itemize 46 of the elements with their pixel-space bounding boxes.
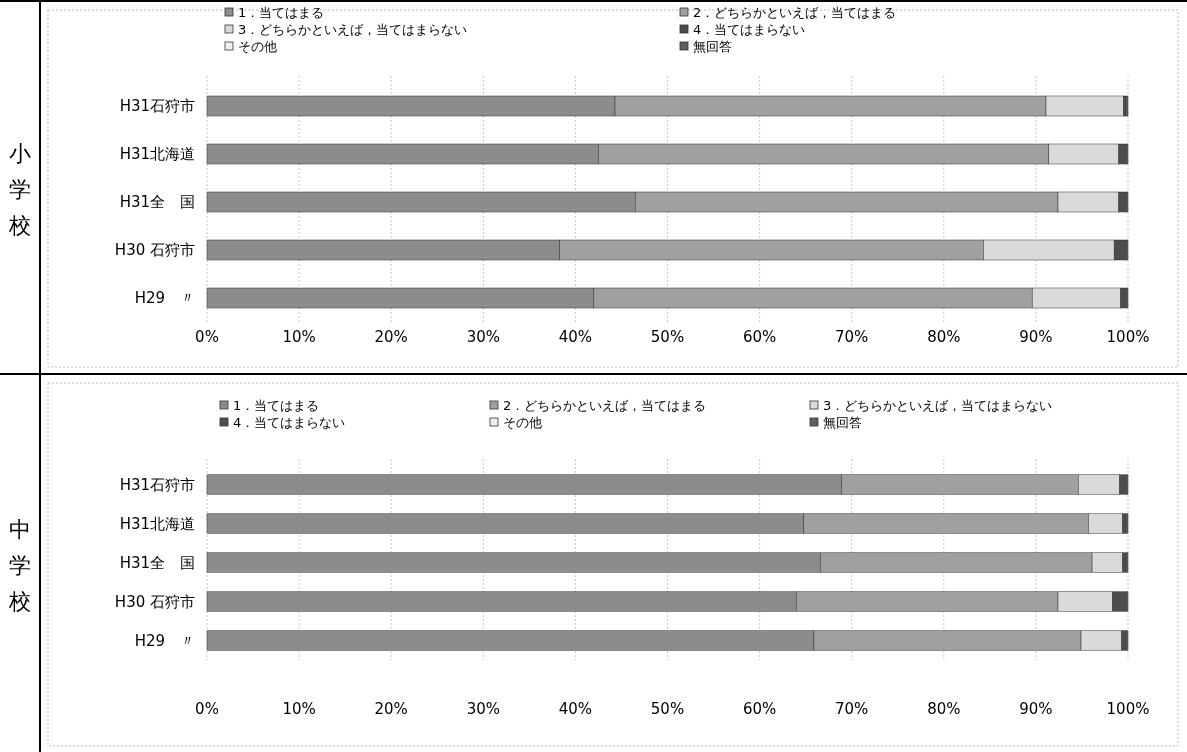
x-tick-label: 60% — [742, 328, 777, 346]
text: 小学校 — [8, 140, 31, 238]
x-tick-label: 90% — [1019, 328, 1053, 346]
x-tick-label: 70% — [835, 700, 869, 718]
legend-label: 4．当てはまらない — [233, 415, 346, 430]
x-tick-label: 10% — [282, 700, 316, 718]
x-tick-label: 80% — [927, 328, 961, 346]
y-tick-label: H29 〃 — [134, 631, 195, 650]
legend-label: 4．当てはまらない — [693, 22, 806, 37]
y-tick-label: H30 石狩市 — [114, 241, 195, 259]
legend-label: 2．どちらかといえば，当てはまる — [693, 5, 897, 20]
legend-label: その他 — [503, 415, 542, 430]
y-tick-label: H31北海道 — [119, 145, 195, 163]
x-tick-label: 30% — [466, 700, 500, 718]
legend-label: 1．当てはまる — [233, 398, 320, 413]
x-tick-label: 40% — [558, 700, 593, 718]
x-tick-label: 10% — [282, 328, 316, 346]
y-tick-label: H31石狩市 — [119, 97, 195, 115]
x-tick-label: 60% — [742, 700, 777, 718]
x-tick-label: 30% — [466, 328, 500, 346]
x-tick-label: 50% — [650, 328, 685, 346]
legend-label: 3．どちらかといえば，当てはまらない — [823, 398, 1053, 413]
x-tick-label: 90% — [1019, 700, 1053, 718]
x-tick-label: 20% — [374, 328, 408, 346]
text: 中学校 — [8, 516, 31, 614]
x-tick-label: 0% — [195, 328, 219, 346]
y-tick-label: H30 石狩市 — [114, 592, 195, 611]
x-tick-label: 20% — [374, 700, 408, 718]
legend-label: 2．どちらかといえば，当てはまる — [503, 398, 707, 413]
x-tick-label: 50% — [650, 700, 685, 718]
x-tick-label: 70% — [835, 328, 869, 346]
x-tick-label: 40% — [558, 328, 593, 346]
x-tick-label: 100% — [1106, 328, 1150, 346]
legend-label: 1．当てはまる — [238, 5, 325, 20]
y-tick-label: H31全 国 — [119, 193, 195, 211]
y-tick-label: H29 〃 — [134, 289, 195, 307]
legend-label: 3．どちらかといえば，当てはまらない — [238, 22, 468, 37]
y-tick-label: H31全 国 — [119, 553, 195, 572]
legend-label: 無回答 — [823, 415, 862, 430]
x-tick-label: 0% — [195, 700, 219, 718]
x-tick-label: 100% — [1106, 700, 1150, 718]
legend-label: その他 — [238, 39, 277, 54]
y-tick-label: H31北海道 — [119, 514, 195, 533]
legend-label: 無回答 — [693, 39, 732, 54]
y-tick-label: H31石狩市 — [119, 475, 195, 494]
x-tick-label: 80% — [927, 700, 961, 718]
